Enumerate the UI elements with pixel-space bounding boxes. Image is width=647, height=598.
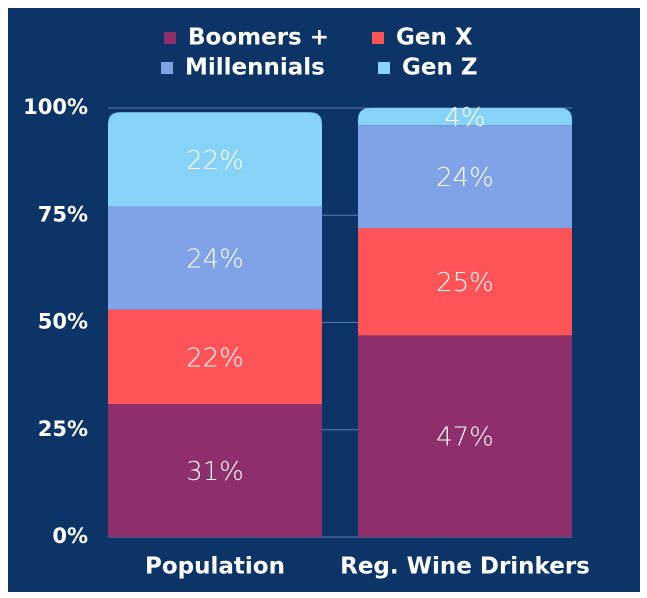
value-label: 24% — [436, 163, 494, 193]
y-tick-label: 50% — [38, 310, 88, 334]
legend-swatch — [378, 62, 390, 74]
value-label: 25% — [436, 268, 494, 298]
value-label: 47% — [436, 423, 494, 453]
bar-segment — [358, 108, 572, 126]
y-tick-label: 100% — [23, 95, 88, 119]
legend-swatch — [161, 62, 173, 74]
y-tick-label: 25% — [38, 417, 88, 441]
bar-segment — [358, 335, 572, 537]
bar-segment — [358, 228, 572, 336]
legend-swatch — [164, 32, 176, 44]
bar-segment — [108, 112, 322, 207]
y-tick-label: 0% — [52, 524, 88, 548]
bar-segment — [108, 206, 322, 310]
legend-label: Gen Z — [402, 55, 478, 81]
value-label: 4% — [444, 103, 485, 133]
value-label: 22% — [186, 146, 244, 176]
legend-label: Boomers + — [188, 25, 329, 51]
bar-segment — [358, 125, 572, 229]
value-label: 31% — [186, 457, 244, 487]
value-label: 22% — [186, 343, 244, 373]
legend-label: Gen X — [396, 25, 473, 51]
value-label: 24% — [186, 245, 244, 275]
bar-segment — [108, 309, 322, 405]
legend-swatch — [372, 32, 384, 44]
bar-segment — [108, 404, 322, 537]
y-tick-label: 75% — [38, 202, 88, 226]
legend-label: Millennials — [185, 55, 325, 81]
x-tick-label: Population — [145, 554, 285, 580]
x-tick-label: Reg. Wine Drinkers — [340, 554, 590, 580]
